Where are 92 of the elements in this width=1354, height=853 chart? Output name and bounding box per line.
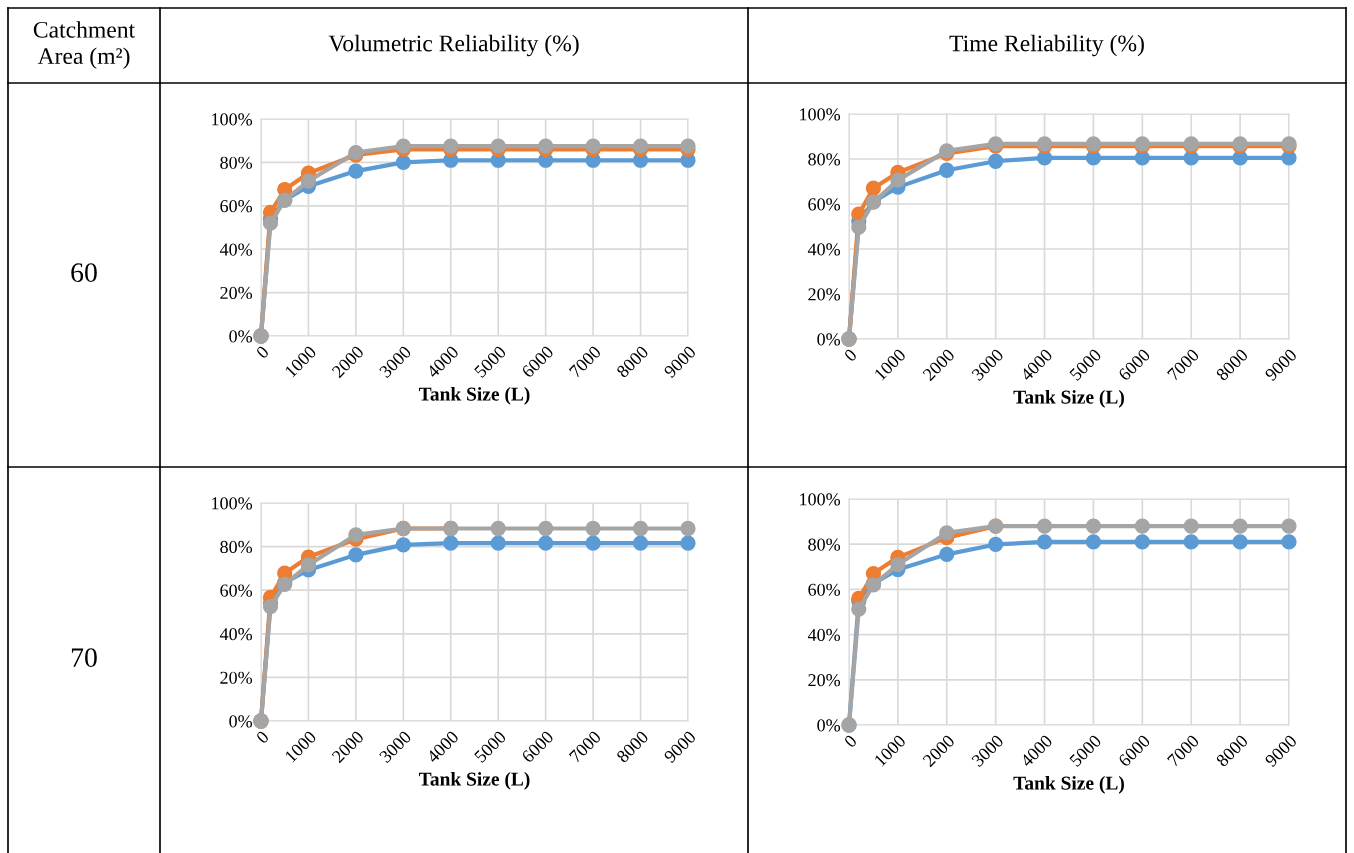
point: [890, 556, 906, 573]
chart-title: Volumetric Reliability (%): [328, 34, 579, 57]
x-tick-label: 4000: [1019, 348, 1054, 382]
point: [1085, 518, 1102, 534]
x-axis-title: Tank Size (L): [1013, 390, 1124, 408]
point: [939, 546, 955, 563]
point: [988, 153, 1004, 169]
point: [395, 154, 411, 171]
point: [1183, 534, 1199, 550]
point: [300, 557, 317, 573]
y-tick-label: 20%: [220, 286, 253, 300]
text: 70: [71, 648, 97, 667]
y-tick-label: 40%: [219, 243, 253, 256]
point: [1085, 534, 1102, 550]
y-tick-label: 40%: [219, 628, 253, 641]
y-tick-label: 0%: [229, 330, 253, 343]
point: [680, 535, 696, 551]
point: [890, 172, 906, 188]
point: [939, 525, 955, 541]
point: [490, 138, 506, 154]
point: [851, 601, 867, 617]
point: [865, 180, 882, 196]
point: [851, 219, 867, 235]
y-tick-label: 60%: [220, 200, 253, 213]
point: [443, 138, 459, 154]
point: [395, 138, 411, 154]
point: [585, 138, 601, 154]
point: [1281, 518, 1297, 534]
y-tick-label: 100%: [800, 108, 841, 121]
point: [1134, 534, 1150, 550]
point: [348, 527, 364, 543]
point: [538, 535, 554, 551]
point: [443, 535, 459, 551]
y-tick-label: 0%: [817, 719, 841, 732]
y-tick-label: 80%: [808, 153, 841, 166]
x-tick-label: 0: [255, 730, 270, 745]
x-tick-label: 0: [255, 345, 270, 360]
x-tick-label: 6000: [521, 730, 555, 764]
point: [939, 162, 955, 178]
y-tick-label: 60%: [808, 198, 841, 211]
y-tick-label: 40%: [807, 628, 841, 642]
y-tick-label: 0%: [229, 715, 253, 728]
y-tick-label: 20%: [220, 671, 253, 684]
point: [1036, 534, 1053, 550]
y-tick-label: 100%: [212, 497, 253, 510]
y-tick-label: 80%: [808, 538, 841, 551]
chart-title: Time Reliability (%): [949, 34, 1144, 57]
y-tick-label: 20%: [808, 288, 841, 301]
point: [1183, 518, 1199, 534]
text: 60: [71, 263, 97, 282]
point: [1281, 534, 1297, 550]
y-tick-label: 40%: [807, 243, 841, 256]
y-tick-label: 80%: [220, 156, 253, 169]
x-tick-label: 0: [843, 734, 858, 749]
x-tick-label: 4000: [1019, 734, 1054, 768]
y-tick-label: 60%: [220, 584, 253, 597]
y-tick-label: 100%: [212, 113, 253, 126]
point: [395, 537, 411, 553]
x-tick-label: 0: [843, 348, 858, 363]
y-tick-label: 60%: [808, 583, 841, 596]
x-axis-title: Tank Size (L): [418, 387, 530, 405]
point: [632, 520, 649, 537]
point: [585, 520, 601, 537]
point: [680, 138, 696, 154]
point: [490, 535, 506, 551]
point: [632, 138, 649, 154]
point: [632, 535, 649, 551]
x-tick-label: 6000: [521, 345, 555, 379]
point: [680, 520, 696, 537]
point: [300, 173, 317, 189]
y-tick-label: 80%: [220, 540, 253, 554]
point: [585, 535, 601, 551]
x-tick-label: 8000: [615, 345, 650, 379]
point: [348, 163, 364, 179]
x-tick-label: 8000: [615, 730, 650, 764]
y-tick-label: 0%: [817, 333, 841, 346]
x-axis-title: Tank Size (L): [1013, 776, 1124, 794]
point: [490, 520, 506, 537]
point: [262, 215, 279, 231]
y-tick-label: 100%: [800, 493, 841, 506]
point: [1036, 518, 1053, 534]
point: [538, 138, 554, 154]
point: [348, 547, 364, 563]
point: [1232, 518, 1248, 534]
point: [262, 598, 279, 615]
point: [988, 536, 1004, 553]
point: [538, 520, 554, 537]
point: [1232, 534, 1248, 550]
text: Catchment Area (m²): [33, 21, 135, 69]
x-axis-title: Tank Size (L): [418, 772, 530, 790]
y-tick-label: 20%: [808, 674, 841, 687]
point: [1134, 518, 1150, 534]
